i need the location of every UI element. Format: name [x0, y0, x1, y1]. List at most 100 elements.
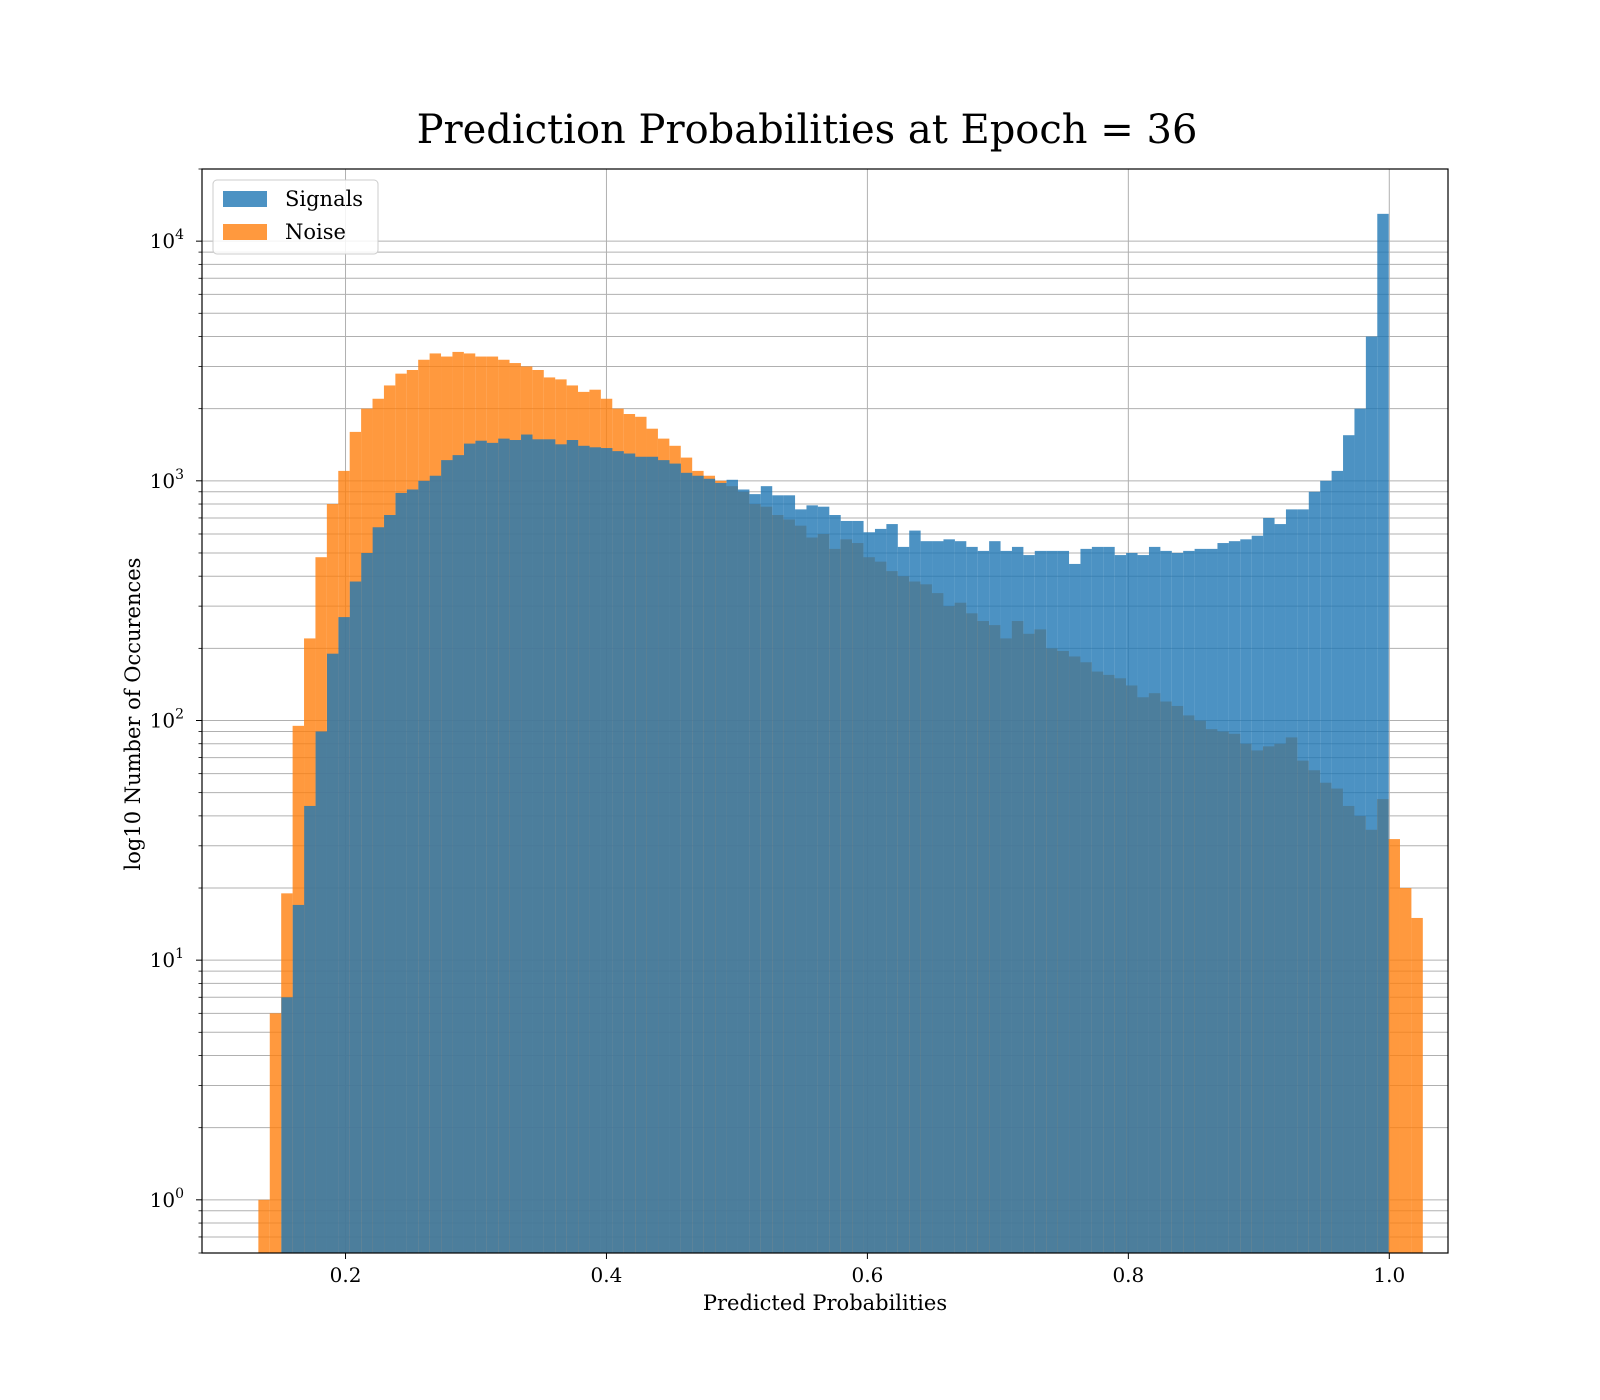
x-tick-label: 1.0: [1373, 1263, 1405, 1287]
signals-bar: [932, 541, 944, 1253]
noise-bar: [258, 1199, 270, 1253]
noise-bar: [1411, 917, 1423, 1253]
signals-bar: [920, 541, 933, 1253]
signals-bar: [452, 455, 464, 1253]
chart-title: Prediction Probabilities at Epoch = 36: [417, 107, 1198, 153]
signals-bar: [589, 447, 601, 1253]
signals-bar: [1354, 408, 1366, 1253]
signals-bar: [1377, 213, 1389, 1254]
signals-bar: [737, 489, 750, 1253]
legend-swatch-signals: [223, 191, 267, 207]
signals-bar: [1331, 470, 1344, 1254]
signals-bar: [635, 456, 647, 1254]
legend-swatch-noise: [223, 224, 267, 240]
signals-bar: [1297, 509, 1309, 1253]
signals-bar: [1171, 552, 1184, 1253]
signals-bar: [1000, 550, 1012, 1253]
signals-bar: [989, 541, 1001, 1253]
signals-bar: [817, 506, 830, 1253]
signals-bar: [646, 456, 659, 1254]
signals-bar: [441, 460, 453, 1253]
signals-bar: [886, 524, 898, 1253]
signals-bar: [566, 440, 579, 1253]
signals-bar: [1285, 509, 1298, 1253]
signals-bar: [1148, 546, 1161, 1253]
signals-bar: [475, 440, 487, 1254]
signals-bar: [1046, 550, 1058, 1253]
y-tick-label: 101: [150, 946, 184, 972]
signals-bar: [1103, 546, 1115, 1253]
signals-bar: [532, 439, 544, 1253]
signals-bar: [772, 495, 784, 1253]
y-axis-label: log10 Number of Occurences: [121, 558, 145, 871]
signals-bar: [954, 541, 967, 1253]
x-tick-label: 0.6: [851, 1263, 883, 1287]
signals-bar: [1126, 552, 1138, 1253]
signals-bar: [1137, 555, 1149, 1253]
signals-bar: [749, 494, 761, 1253]
signals-bar: [623, 453, 636, 1253]
signals-bar: [1080, 548, 1092, 1253]
signals-bar: [1263, 517, 1275, 1253]
signals-bar: [1343, 435, 1355, 1253]
signals-bar: [1069, 563, 1081, 1253]
signals-bar: [463, 443, 476, 1254]
y-tick-label: 103: [150, 467, 184, 493]
signals-bar: [1160, 550, 1172, 1253]
signals-bar: [555, 444, 567, 1253]
signals-bar: [760, 486, 773, 1253]
signals-bar: [726, 479, 738, 1254]
signals-bar: [1011, 546, 1024, 1253]
signals-bar: [1217, 543, 1229, 1253]
signals-bar: [1194, 548, 1207, 1253]
signals-bar: [852, 520, 864, 1253]
signals-bar: [361, 552, 373, 1253]
signals-bar: [292, 904, 305, 1253]
signals-bar: [1320, 480, 1332, 1253]
signals-bar: [338, 617, 350, 1253]
signals-bar: [612, 451, 624, 1253]
x-tick-label: 0.2: [330, 1263, 362, 1287]
signals-bar: [1228, 541, 1241, 1253]
signals-bar: [874, 528, 887, 1253]
signals-bar: [521, 434, 533, 1253]
signals-bar: [395, 492, 407, 1253]
x-tick-label: 0.4: [591, 1263, 623, 1287]
signals-bar: [795, 509, 807, 1253]
signals-series: [281, 213, 1389, 1254]
axes: 0.2 0.4 0.6 0.8 1.0 100 101 102 103 104: [150, 168, 1449, 1287]
signals-bar: [1274, 524, 1286, 1253]
signals-bar: [1023, 555, 1035, 1253]
y-tick-label: 104: [150, 227, 184, 253]
signals-bar: [349, 581, 362, 1253]
legend-label-noise: Noise: [285, 220, 346, 244]
signals-bar: [783, 495, 796, 1253]
signals-bar: [486, 442, 499, 1253]
signals-bar: [669, 463, 681, 1253]
x-axis-label: Predicted Probabilities: [703, 1291, 947, 1315]
noise-bar: [269, 1013, 282, 1253]
signals-bar: [384, 515, 396, 1253]
signals-bar: [1057, 550, 1070, 1253]
signals-bar: [281, 997, 293, 1253]
signals-bar: [909, 530, 921, 1253]
signals-bar: [715, 482, 727, 1254]
signals-bar: [406, 489, 419, 1253]
noise-bar: [1388, 839, 1400, 1253]
signals-bar: [418, 480, 430, 1253]
signals-bar: [1114, 555, 1127, 1253]
signals-bar: [703, 478, 716, 1253]
signals-bar: [1251, 535, 1264, 1253]
noise-bar: [1399, 888, 1412, 1253]
signals-bar: [543, 439, 556, 1253]
signals-bar: [1240, 539, 1252, 1253]
signals-bar: [966, 546, 978, 1253]
signals-bar: [692, 475, 704, 1254]
signals-bar: [863, 532, 875, 1253]
signals-bar: [509, 440, 522, 1253]
signals-bar: [600, 448, 613, 1253]
signals-bar: [897, 546, 910, 1253]
signals-bar: [1206, 548, 1218, 1253]
signals-bar: [977, 550, 990, 1253]
signals-bar: [372, 527, 385, 1253]
